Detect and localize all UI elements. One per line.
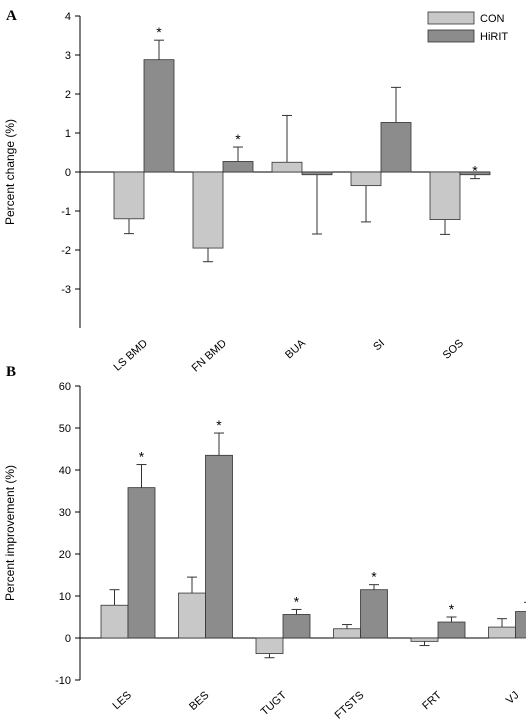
panel-b-y-tick-label: -10	[55, 675, 71, 687]
panel-b-bar-con-ftsts	[333, 628, 361, 639]
panel-a-y-axis-title: Percent change (%)	[3, 119, 17, 225]
panel-a-letter: A	[6, 8, 17, 24]
panel-b-bar-con-bes	[178, 592, 206, 639]
panel-a-y-tick-label: 2	[65, 89, 71, 101]
panel-b-significance-marker: *	[449, 601, 455, 617]
panel-a-chart: -3 -2 -1 0 1 2 3 4 Percent change (%) * LS BMD * FN …	[3, 11, 508, 374]
panel-a-y-tick-label: -1	[61, 206, 71, 218]
panel-a-significance-marker: *	[156, 24, 162, 40]
panel-b-y-tick-label: 20	[59, 549, 71, 561]
panel-b-category-label: BES	[187, 689, 211, 713]
panel-b-bar-con-vj	[488, 626, 516, 639]
panel-b-y-tick-label: 40	[59, 465, 71, 477]
panel-b-bar-con-les	[100, 604, 129, 639]
panel-b-y-tick-label: 60	[59, 381, 71, 393]
legend-swatch-hirit	[427, 29, 475, 43]
panel-b-bar-hirit-frt	[437, 621, 466, 639]
panel-a-category-label: SOS	[441, 337, 466, 361]
panel-b-category-label: FTSTS	[333, 689, 367, 720]
panel-a-bar-con-ls-bmd	[113, 171, 145, 220]
legend-label-hirit: HiRIT	[480, 31, 508, 43]
panel-a-category-label: SI	[371, 337, 387, 353]
legend-label-con: CON	[480, 13, 505, 25]
panel-b-bar-hirit-vj	[515, 611, 526, 639]
panel-a-bar-con-bua	[271, 161, 303, 173]
panel-a-y-tick-label: 3	[65, 50, 71, 62]
panel-b-bar-hirit-ftsts	[360, 589, 388, 639]
panel-a-bar-con-fn-bmd	[192, 171, 224, 249]
panel-a-category-label: BUA	[283, 337, 308, 361]
panel-a-y-tick-label: 4	[65, 11, 71, 23]
panel-b-significance-marker: *	[139, 449, 145, 465]
panel-b-significance-marker: *	[294, 593, 300, 609]
panel-a-y-tick-label: -3	[61, 284, 71, 296]
panel-b-significance-marker: *	[216, 417, 222, 433]
panel-b-y-tick-label: 0	[65, 633, 71, 645]
panel-a-category-label: LS BMD	[112, 337, 151, 373]
panel-b-category-label: FRT	[420, 689, 444, 712]
panel-b-y-tick-label: 10	[59, 591, 71, 603]
panel-a-y-tick-label: 0	[65, 167, 71, 179]
panel-a-bar-con-si	[350, 171, 382, 187]
panel-a-y-tick-label: -2	[61, 245, 71, 257]
panel-a-bar-hirit-fn-bmd	[222, 161, 254, 173]
panel-b-bar-hirit-les	[127, 487, 156, 639]
panel-b-category-label: VJ	[504, 689, 522, 707]
panel-b-bar-hirit-bes	[205, 454, 233, 639]
panel-b-category-label: LES	[111, 689, 134, 712]
panel-b-y-axis-title: Percent improvement (%)	[3, 465, 17, 601]
panel-b-bar-con-tugt	[255, 637, 284, 654]
panel-b-bar-hirit-tugt	[282, 614, 311, 639]
panel-b-y-tick-label: 30	[59, 507, 71, 519]
panel-a-bar-hirit-bua	[301, 171, 333, 176]
panel-a-bar-hirit-si	[380, 122, 412, 173]
panel-a-bar-con-sos	[429, 171, 461, 220]
panel-b-y-tick-label: 50	[59, 423, 71, 435]
panel-b-bar-con-frt	[410, 637, 439, 642]
panel-a-significance-marker: *	[472, 163, 478, 179]
panel-b-chart: -10 0 10 20 30 40 50 60 Percent improvement (%) *…	[3, 381, 526, 720]
panel-b-letter: B	[6, 364, 16, 380]
panel-b-category-label: TUGT	[259, 689, 289, 718]
panel-a-y-tick-label: 1	[65, 128, 71, 140]
panel-a-category-label: FN BMD	[190, 337, 229, 374]
panel-a-bar-hirit-ls-bmd	[143, 59, 175, 173]
legend-swatch-con	[427, 11, 475, 25]
panel-b-significance-marker: *	[371, 569, 377, 585]
panel-a-significance-marker: *	[235, 131, 241, 147]
